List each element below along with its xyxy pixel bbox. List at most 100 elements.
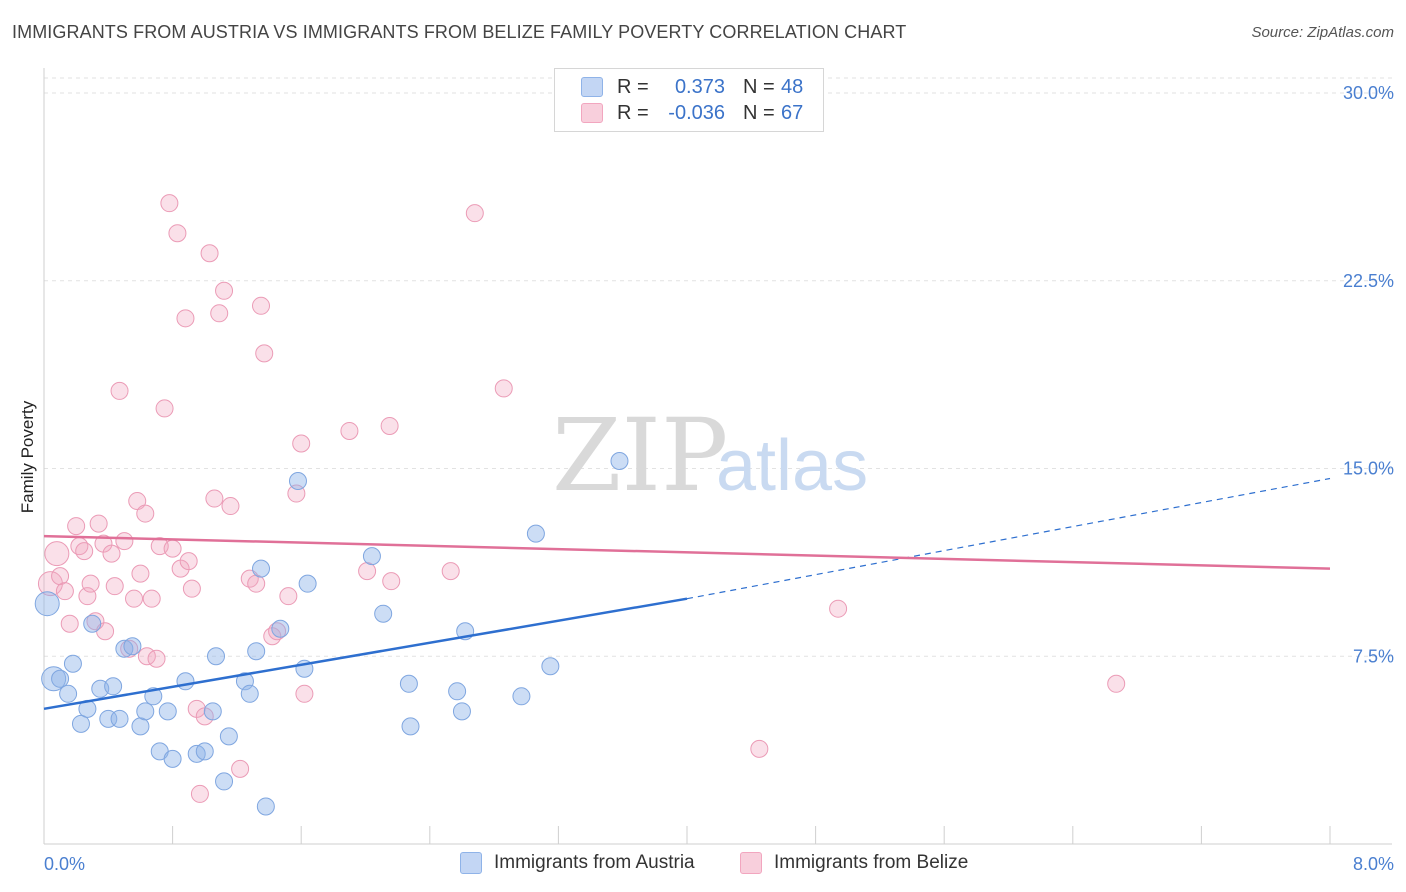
- austria-point: [34, 591, 60, 617]
- x-tick-label-max: 8.0%: [1353, 854, 1394, 874]
- belize-point: [255, 344, 274, 363]
- belize-point: [465, 204, 484, 223]
- n-label: N =: [743, 75, 775, 98]
- belize-point: [86, 612, 105, 631]
- belize-point: [81, 574, 100, 593]
- x-tick-label-min: 0.0%: [44, 854, 85, 874]
- belize-point: [268, 622, 287, 641]
- chart-title: IMMIGRANTS FROM AUSTRIA VS IMMIGRANTS FR…: [12, 22, 907, 42]
- y-tick-label: 15.0%: [1343, 459, 1394, 479]
- belize-point: [67, 517, 86, 536]
- gridlines: [44, 77, 1392, 657]
- belize-point: [89, 514, 108, 533]
- belize-point: [494, 379, 513, 398]
- r-value: -0.036: [668, 101, 725, 124]
- belize-point: [55, 582, 74, 601]
- legend-item-austria[interactable]: Immigrants from Austria: [460, 852, 695, 874]
- belize-trend-line: [43, 534, 1331, 570]
- austria-point: [399, 674, 418, 693]
- correlation-legend: R = 0.373 N = 48 R = -0.036 N = 67: [554, 68, 824, 132]
- watermark-zip: ZIP: [552, 397, 728, 514]
- austria-point: [59, 684, 78, 703]
- y-tick-labels: 7.5% 15.0% 22.5% 30.0%: [1343, 83, 1394, 666]
- belize-point: [205, 489, 224, 508]
- austria-point: [123, 637, 142, 656]
- belize-point: [829, 599, 848, 618]
- austria-point: [526, 524, 545, 543]
- belize-legend-label: Immigrants from Belize: [774, 852, 969, 873]
- belize-point: [115, 532, 134, 551]
- austria-point: [215, 772, 234, 791]
- legend-item-belize[interactable]: Immigrants from Belize: [740, 852, 968, 874]
- austria-point: [63, 654, 82, 673]
- austria-point: [271, 619, 290, 638]
- belize-point: [340, 421, 359, 440]
- austria-point: [195, 742, 214, 761]
- austria-point: [240, 684, 259, 703]
- y-tick-label: 30.0%: [1343, 83, 1394, 103]
- austria-point: [610, 452, 629, 471]
- austria-point: [252, 559, 271, 578]
- austria-point: [104, 677, 123, 696]
- austria-point: [158, 702, 177, 721]
- belize-point: [295, 684, 314, 703]
- austria-point: [203, 702, 222, 721]
- austria-point: [362, 547, 381, 566]
- n-label: N =: [743, 101, 775, 124]
- belize-point: [247, 574, 266, 593]
- belize-point: [380, 416, 399, 435]
- belize-point: [1107, 674, 1126, 693]
- axes: [43, 68, 1392, 845]
- belize-point: [292, 434, 311, 453]
- belize-point: [168, 224, 187, 243]
- belize-point: [131, 564, 150, 583]
- n-value: 67: [781, 101, 804, 124]
- belize-point: [163, 539, 182, 558]
- legend-row-belize: R = -0.036 N = 67: [581, 101, 803, 125]
- austria-point: [256, 797, 275, 816]
- data-points: [34, 194, 1126, 816]
- belize-point: [441, 562, 460, 581]
- belize-point: [120, 639, 139, 658]
- austria-point: [247, 642, 266, 661]
- austria-swatch: [581, 77, 603, 97]
- belize-point: [105, 577, 124, 596]
- austria-point: [374, 604, 393, 623]
- austria-point: [219, 727, 238, 746]
- belize-point: [190, 784, 209, 803]
- watermark-atlas: atlas: [716, 426, 868, 506]
- belize-legend-swatch: [740, 852, 762, 874]
- austria-point: [176, 672, 195, 691]
- y-tick-label: 22.5%: [1343, 271, 1394, 291]
- belize-point: [51, 567, 70, 586]
- belize-point: [136, 504, 155, 523]
- belize-point: [125, 589, 144, 608]
- belize-swatch: [581, 103, 603, 123]
- belize-point: [215, 281, 234, 300]
- r-value: 0.373: [674, 75, 725, 98]
- belize-point: [155, 399, 174, 418]
- austria-point: [401, 717, 420, 736]
- belize-point: [358, 562, 377, 581]
- belize-point: [147, 649, 166, 668]
- austria-point: [110, 709, 129, 728]
- austria-point: [541, 657, 560, 676]
- source-label: Source: ZipAtlas.com: [1251, 24, 1394, 41]
- r-label: R =: [617, 101, 649, 124]
- belize-point: [750, 739, 769, 758]
- austria-point: [131, 717, 150, 736]
- austria-point: [163, 749, 182, 768]
- belize-point: [210, 304, 229, 323]
- r-label: R =: [617, 75, 649, 98]
- austria-point: [452, 702, 471, 721]
- austria-legend-swatch: [460, 852, 482, 874]
- belize-point: [102, 544, 121, 563]
- belize-point: [179, 552, 198, 571]
- belize-point: [382, 572, 401, 591]
- belize-point: [44, 541, 70, 567]
- austria-point: [51, 669, 70, 688]
- austria-point: [207, 647, 226, 666]
- austria-point: [41, 666, 67, 692]
- belize-point: [231, 759, 250, 778]
